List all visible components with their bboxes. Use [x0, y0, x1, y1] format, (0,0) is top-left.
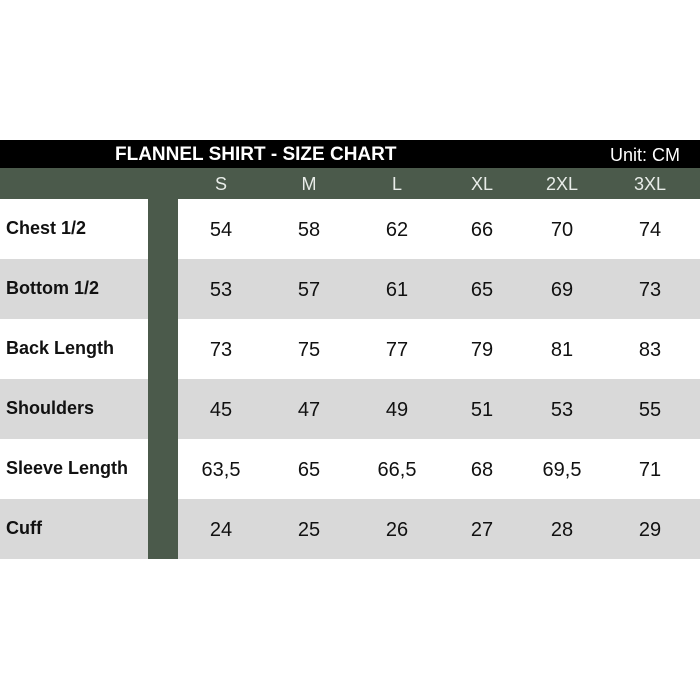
table-cell: 79: [470, 339, 494, 361]
size-header: S: [214, 174, 227, 194]
table-cell: 81: [550, 339, 574, 361]
divider-bar: [148, 199, 178, 559]
table-cell: 29: [638, 519, 662, 541]
size-header: 3XL: [633, 174, 667, 194]
table-cell: 77: [385, 339, 409, 361]
size-header: 2XL: [545, 174, 579, 194]
title-bar: FLANNEL SHIRT - SIZE CHART Unit: CM: [0, 140, 700, 168]
table-cell: 69,5: [542, 459, 582, 481]
table-row: Cuff 24 25 26 27 28 29: [0, 499, 700, 559]
table-cell: 55: [638, 399, 662, 421]
row-label: Chest 1/2: [6, 218, 87, 238]
table-cell: 45: [209, 399, 233, 421]
size-header-row: S M L XL 2XL 3XL: [0, 168, 700, 199]
table-cell: 24: [209, 519, 233, 541]
table-cell: 49: [385, 399, 409, 421]
table-row: Bottom 1/2 53 57 61 65 69 73: [0, 259, 700, 319]
row-label: Bottom 1/2: [6, 278, 100, 298]
row-label: Cuff: [6, 518, 42, 538]
table-row: Sleeve Length 63,5 65 66,5 68 69,5 71: [0, 439, 700, 499]
table-row: Shoulders 45 47 49 51 53 55: [0, 379, 700, 439]
unit-label: Unit: CM: [609, 145, 680, 165]
table-cell: 26: [385, 519, 409, 541]
table-cell: 57: [297, 279, 321, 301]
row-label: Shoulders: [6, 398, 95, 418]
table-cell: 61: [385, 279, 409, 301]
table-cell: 54: [209, 219, 233, 241]
table-cell: 74: [638, 219, 662, 241]
table-cell: 66: [470, 219, 494, 241]
table-cell: 27: [470, 519, 494, 541]
table-cell: 65: [297, 459, 321, 481]
table-cell: 47: [297, 399, 321, 421]
table-cell: 68: [470, 459, 494, 481]
table-cell: 53: [550, 399, 574, 421]
row-label: Sleeve Length: [6, 458, 129, 478]
table-cell: 70: [550, 219, 574, 241]
size-header: M: [301, 174, 317, 194]
table-cell: 53: [209, 279, 233, 301]
table-row: Back Length 73 75 77 79 81 83: [0, 319, 700, 379]
table-cell: 73: [638, 279, 662, 301]
table-cell: 66,5: [377, 459, 417, 481]
table-cell: 71: [638, 459, 662, 481]
table-cell: 75: [297, 339, 321, 361]
table-cell: 63,5: [201, 459, 241, 481]
size-header: XL: [470, 174, 494, 194]
table-cell: 69: [550, 279, 574, 301]
table-cell: 58: [297, 219, 321, 241]
table-cell: 65: [470, 279, 494, 301]
table-cell: 28: [550, 519, 574, 541]
table-cell: 62: [385, 219, 409, 241]
table-cell: 51: [470, 399, 494, 421]
table-cell: 25: [297, 519, 321, 541]
row-label: Back Length: [6, 338, 115, 358]
size-header: L: [391, 174, 402, 194]
chart-title: FLANNEL SHIRT - SIZE CHART: [115, 144, 397, 165]
table-cell: 83: [638, 339, 662, 361]
table-cell: 73: [209, 339, 233, 361]
table-row: Chest 1/2 54 58 62 66 70 74: [0, 199, 700, 259]
